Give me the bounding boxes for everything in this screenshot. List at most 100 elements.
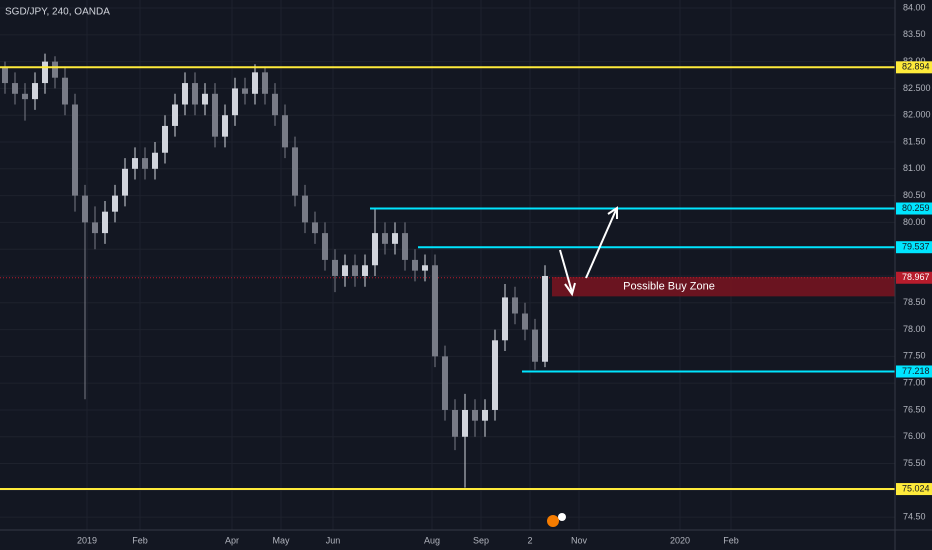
candle-body <box>22 93 28 100</box>
candle-body <box>442 356 448 410</box>
candle-body <box>202 93 208 105</box>
y-tick-label: 81.50 <box>903 136 926 146</box>
y-tick-label: 83.00 <box>903 56 926 66</box>
candle-body <box>332 259 338 276</box>
price-label: 78.967 <box>902 272 930 282</box>
x-tick-label: 2020 <box>670 535 690 545</box>
candle-body <box>122 168 128 196</box>
arrow-up <box>585 209 617 279</box>
level-label: 82.894 <box>902 62 930 72</box>
y-tick-label: 75.50 <box>903 458 926 468</box>
x-tick-label: 2019 <box>77 535 97 545</box>
x-tick-label: Aug <box>424 535 440 545</box>
candle-body <box>282 115 288 148</box>
y-tick-label: 80.00 <box>903 217 926 227</box>
candle-body <box>412 259 418 271</box>
candle-body <box>42 61 48 84</box>
level-tag <box>896 365 932 378</box>
level-label: 75.024 <box>902 483 930 493</box>
candle-body <box>112 195 118 212</box>
x-tick-label: Nov <box>571 535 588 545</box>
candle-body <box>82 195 88 223</box>
candle-body <box>312 222 318 234</box>
candle-body <box>2 66 8 84</box>
zone-label: Possible Buy Zone <box>623 281 715 293</box>
x-tick-label: Feb <box>132 535 148 545</box>
level-tag <box>896 241 932 254</box>
candle-body <box>52 61 58 78</box>
event-icon <box>547 515 559 527</box>
candle-body <box>362 265 368 276</box>
price-tag <box>896 271 932 284</box>
y-tick-label: 77.00 <box>903 378 926 388</box>
candle-body <box>92 222 98 234</box>
candle-body <box>262 72 268 94</box>
y-tick-label: 78.50 <box>903 297 926 307</box>
arrow-head <box>564 282 576 297</box>
x-tick-label: 2 <box>527 535 532 545</box>
y-tick-label: 76.00 <box>903 431 926 441</box>
candle-body <box>392 233 398 244</box>
y-tick-label: 82.000 <box>903 110 931 120</box>
candle-body <box>502 297 508 341</box>
candle-body <box>142 158 148 169</box>
x-tick-label: May <box>272 535 290 545</box>
candle-body <box>532 329 538 362</box>
candle-body <box>372 233 378 266</box>
candle-body <box>102 211 108 234</box>
candle-body <box>152 152 158 169</box>
arrows <box>559 206 618 297</box>
arrow-head <box>607 206 618 219</box>
y-tick-label: 84.00 <box>903 2 926 12</box>
candle-body <box>542 275 548 362</box>
candle-body <box>212 93 218 137</box>
candle-body <box>322 233 328 260</box>
candle-body <box>382 233 388 244</box>
candle-body <box>472 409 478 421</box>
candle-body <box>462 409 468 437</box>
candle-body <box>132 158 138 169</box>
x-tick-label: Jun <box>326 535 341 545</box>
candle-body <box>32 83 38 100</box>
y-tick-label: 82.500 <box>903 83 931 93</box>
candle-body <box>62 77 68 105</box>
candle-body <box>482 409 488 421</box>
level-tag <box>896 61 932 74</box>
y-tick-label: 83.50 <box>903 29 926 39</box>
candle-body <box>252 72 258 94</box>
candle-body <box>422 265 428 271</box>
axes: 84.00 83.50 83.00 82.500 82.000 81.50 81.00 80.… <box>77 2 932 545</box>
candle-body <box>232 88 238 116</box>
y-tick-label: 81.00 <box>903 163 926 173</box>
candle-body <box>192 83 198 105</box>
x-tick-label: Apr <box>225 535 239 545</box>
y-tick-label: 74.50 <box>903 512 926 522</box>
candle-body <box>352 265 358 276</box>
marks: Possible Buy Zone <box>0 53 895 491</box>
candle-body <box>302 195 308 223</box>
level-label: 80.259 <box>902 203 930 213</box>
candle-body <box>492 340 498 410</box>
candle-body <box>512 297 518 314</box>
level-label: 77.218 <box>902 366 930 376</box>
candle-body <box>342 265 348 276</box>
event-icon <box>558 513 566 521</box>
level-label: 79.537 <box>902 242 930 252</box>
candle-body <box>452 409 458 437</box>
candle-body <box>522 313 528 330</box>
candle-body <box>272 93 278 116</box>
buy-zone <box>552 277 895 297</box>
candle-body <box>172 104 178 126</box>
arrow-down <box>559 249 573 293</box>
candle-body <box>12 83 18 94</box>
level-tag <box>896 202 932 215</box>
level-tag <box>896 483 932 496</box>
candle-body <box>162 125 168 153</box>
x-tick-label: Sep <box>473 535 489 545</box>
y-tick-label: 80.50 <box>903 190 926 200</box>
y-tick-label: 76.50 <box>903 404 926 414</box>
y-tick-label: 78.00 <box>903 324 926 334</box>
